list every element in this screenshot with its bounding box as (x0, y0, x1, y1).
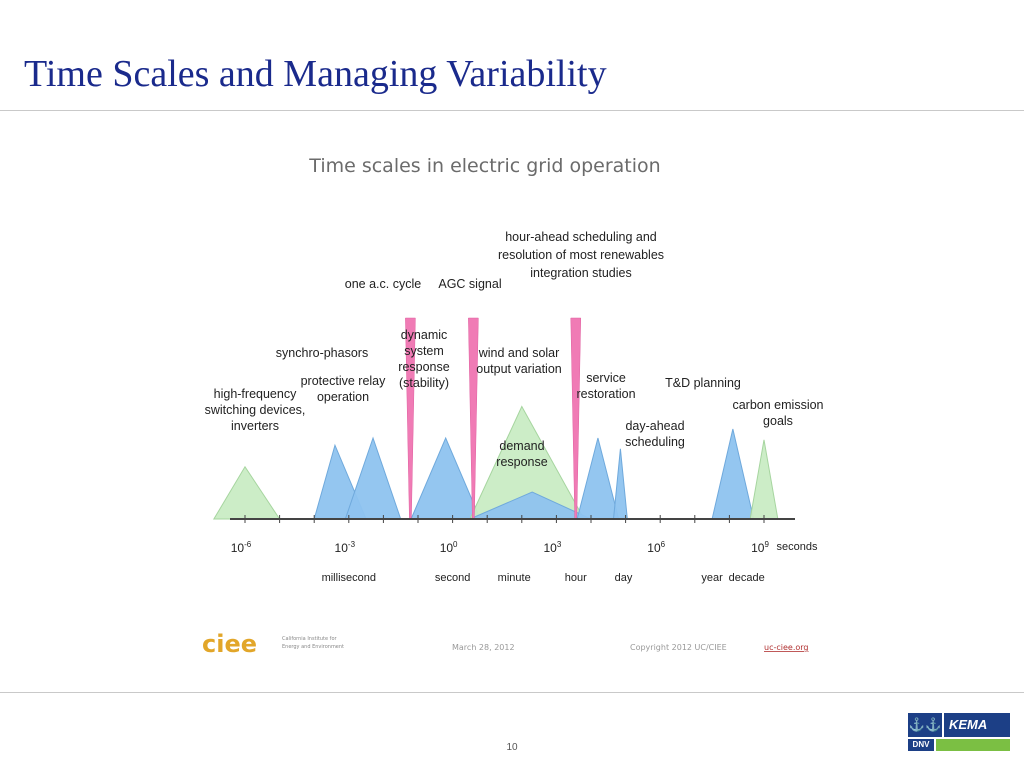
figure-title: Time scales in electric grid operation (308, 155, 660, 177)
x-tick-label: 103 (543, 540, 561, 555)
range-label-3: dynamic (401, 328, 448, 342)
range-shape-3 (410, 436, 482, 520)
marker-label-1: AGC signal (438, 277, 501, 291)
x-tick-label: 100 (440, 540, 458, 555)
range-label-5: response (496, 455, 547, 469)
range-shape-0 (212, 465, 281, 520)
x-tick-label: 109 (751, 540, 769, 555)
footer-copyright: Copyright 2012 UC/CIEE (630, 643, 727, 652)
range-shape-6 (576, 437, 620, 520)
range-label-2: operation (317, 390, 369, 404)
range-label-6: service (586, 371, 626, 385)
time-unit-label: hour (565, 572, 587, 584)
kema-dnv-logo: ⚓⚓ KEMA DNV (906, 710, 1012, 754)
range-label-4: wind and solar (478, 346, 560, 360)
title-divider (0, 110, 1024, 111)
time-unit-label: decade (729, 572, 765, 584)
marker-label-2: hour-ahead scheduling and (505, 230, 657, 244)
time-unit-label: second (435, 572, 470, 584)
marker-label-2: resolution of most renewables (498, 248, 664, 262)
marker-label-2: integration studies (530, 266, 631, 280)
x-tick-label: 10-3 (335, 540, 356, 555)
time-range-shapes (212, 405, 779, 520)
x-unit-label: seconds (777, 541, 818, 553)
x-tick-label: 10-6 (231, 540, 252, 555)
range-shape-2 (344, 436, 402, 520)
marker-label-0: one a.c. cycle (345, 277, 421, 291)
range-label-3: response (398, 360, 449, 374)
figure-footer: ciee California Institute for Energy and… (202, 630, 808, 658)
footer-divider (0, 692, 1024, 693)
marker-bar-2 (570, 317, 582, 520)
range-label-3: system (404, 344, 444, 358)
range-label-7: day-ahead (625, 419, 684, 433)
anchor-icon: ⚓⚓ (908, 713, 942, 737)
time-unit-label: minute (498, 572, 531, 584)
range-labels: high-frequency switching devices, inverter… (205, 230, 824, 469)
range-shape-9 (749, 439, 779, 520)
ciee-logo: ciee (202, 630, 257, 658)
range-label-9: goals (763, 414, 793, 428)
time-unit-label: day (615, 572, 633, 584)
range-label-6: restoration (576, 387, 635, 401)
time-unit-label: millisecond (322, 572, 376, 584)
slide-number: 10 (506, 742, 518, 753)
x-tick-label: 106 (647, 540, 665, 555)
range-label-4: output variation (476, 362, 562, 376)
range-label-0: switching devices, (205, 403, 306, 417)
log-time-axis: 10-6 10-3 100 103 106 109 seconds millisecond se… (230, 515, 818, 584)
range-label-8: T&D planning (665, 376, 741, 390)
dnv-wordmark: DNV (908, 739, 934, 751)
footer-url[interactable]: uc-ciee.org (764, 643, 808, 652)
marker-bar-1 (468, 317, 479, 520)
range-label-2: protective relay (301, 374, 387, 388)
slide-title: Time Scales and Managing Variability (24, 53, 607, 95)
range-label-1: synchro-phasors (276, 346, 368, 360)
range-label-9: carbon emission (732, 398, 823, 412)
ciee-caption-1: California Institute for (282, 636, 338, 642)
logo-green-bar (936, 739, 1010, 751)
range-shape-7 (612, 448, 628, 520)
time-unit-label: year (701, 572, 723, 584)
range-label-0: high-frequency (214, 387, 297, 401)
range-shape-8 (711, 428, 755, 520)
range-label-7: scheduling (625, 435, 685, 449)
ciee-caption-2: Energy and Environment (282, 644, 344, 650)
range-label-0: inverters (231, 419, 279, 433)
range-label-5: demand (499, 439, 544, 453)
footer-date: March 28, 2012 (452, 643, 515, 652)
range-label-3: (stability) (399, 376, 449, 390)
kema-wordmark: KEMA (944, 713, 1010, 737)
